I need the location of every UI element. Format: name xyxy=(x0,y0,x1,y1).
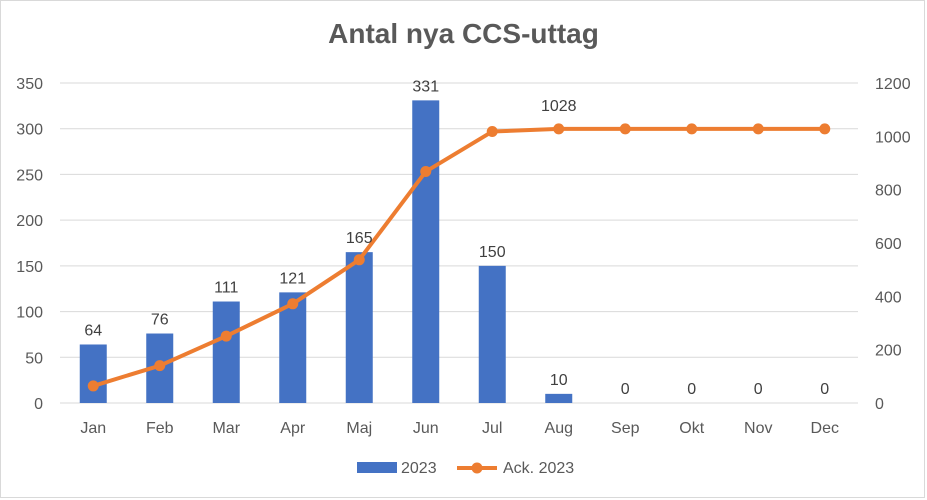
x-tick-label: Okt xyxy=(679,420,704,437)
y-left-tick-label: 100 xyxy=(16,305,43,322)
y-right-tick-label: 600 xyxy=(875,236,902,253)
y-left-tick-label: 0 xyxy=(34,396,43,413)
y-left-tick-label: 300 xyxy=(16,122,43,139)
x-tick-label: Aug xyxy=(545,420,573,437)
bar-data-label: 165 xyxy=(346,230,373,247)
bar-data-label: 111 xyxy=(214,280,238,297)
x-tick-label: Sep xyxy=(611,420,640,437)
bar xyxy=(412,100,440,403)
line-point xyxy=(553,123,565,135)
line-point xyxy=(486,126,498,138)
x-tick-label: Nov xyxy=(744,420,772,437)
y-right-tick-label: 800 xyxy=(875,183,902,200)
bar-data-label: 150 xyxy=(479,244,506,261)
line-point xyxy=(420,166,432,178)
bar xyxy=(345,252,373,403)
y-left-tick-label: 50 xyxy=(25,350,43,367)
legend: 2023 Ack. 2023 xyxy=(357,460,574,477)
bar xyxy=(212,301,240,403)
line-point xyxy=(686,123,698,135)
line-point xyxy=(87,380,99,392)
line-point xyxy=(619,123,631,135)
y-right-tick-label: 400 xyxy=(875,289,902,306)
bar-data-label: 64 xyxy=(84,322,102,339)
legend-label-bars: 2023 xyxy=(401,460,437,477)
x-tick-label: Jan xyxy=(80,420,106,437)
x-tick-label: Feb xyxy=(146,420,174,437)
y-right-tick-label: 1200 xyxy=(875,76,911,93)
line-point xyxy=(154,360,166,372)
x-tick-label: Dec xyxy=(811,420,839,437)
bar-data-label: 331 xyxy=(412,78,439,95)
bar-data-label: 76 xyxy=(151,312,169,329)
bar xyxy=(478,265,506,403)
data-labels: 64 76 111 121 165 331 150 10 0 0 0 0 1028 xyxy=(84,78,829,398)
y-left-tick-label: 150 xyxy=(16,259,43,276)
line-path xyxy=(91,126,827,388)
line-point xyxy=(752,123,764,135)
bar-data-label: 121 xyxy=(279,270,306,287)
y-left-tick-label: 250 xyxy=(16,167,43,184)
legend-label-line: Ack. 2023 xyxy=(503,460,574,477)
line-point xyxy=(287,298,299,310)
bar-data-label: 0 xyxy=(754,381,763,398)
y-right-tick-label: 200 xyxy=(875,343,902,360)
gridlines xyxy=(60,82,858,404)
x-tick-label: Mar xyxy=(212,420,240,437)
bar xyxy=(545,393,573,403)
bar-data-label: 0 xyxy=(687,381,696,398)
y-left-tick-label: 350 xyxy=(16,76,43,93)
line-series xyxy=(87,123,831,392)
line-point xyxy=(353,254,365,266)
bar-data-label: 10 xyxy=(550,372,568,389)
y-right-tick-label: 1000 xyxy=(875,129,911,146)
legend-swatch-marker xyxy=(471,462,483,474)
line-point xyxy=(819,123,831,135)
line-data-label: 1028 xyxy=(541,98,577,115)
bar-data-label: 0 xyxy=(820,381,829,398)
chart-title: Antal nya CCS-uttag xyxy=(328,18,599,49)
legend-swatch-bars xyxy=(357,462,397,473)
bar xyxy=(79,344,107,403)
x-tick-label: Apr xyxy=(280,420,306,437)
x-tick-label: Maj xyxy=(346,420,372,437)
bar-series xyxy=(79,100,573,403)
x-tick-label: Jun xyxy=(413,420,439,437)
y-right-tick-label: 0 xyxy=(875,396,884,413)
x-tick-label: Jul xyxy=(482,420,502,437)
bar xyxy=(279,292,307,403)
y-left-tick-label: 200 xyxy=(16,213,43,230)
axis-ticks: 0501001502002503003500200400600800100012… xyxy=(16,76,910,437)
line-point xyxy=(220,330,232,342)
bar-data-label: 0 xyxy=(621,381,630,398)
